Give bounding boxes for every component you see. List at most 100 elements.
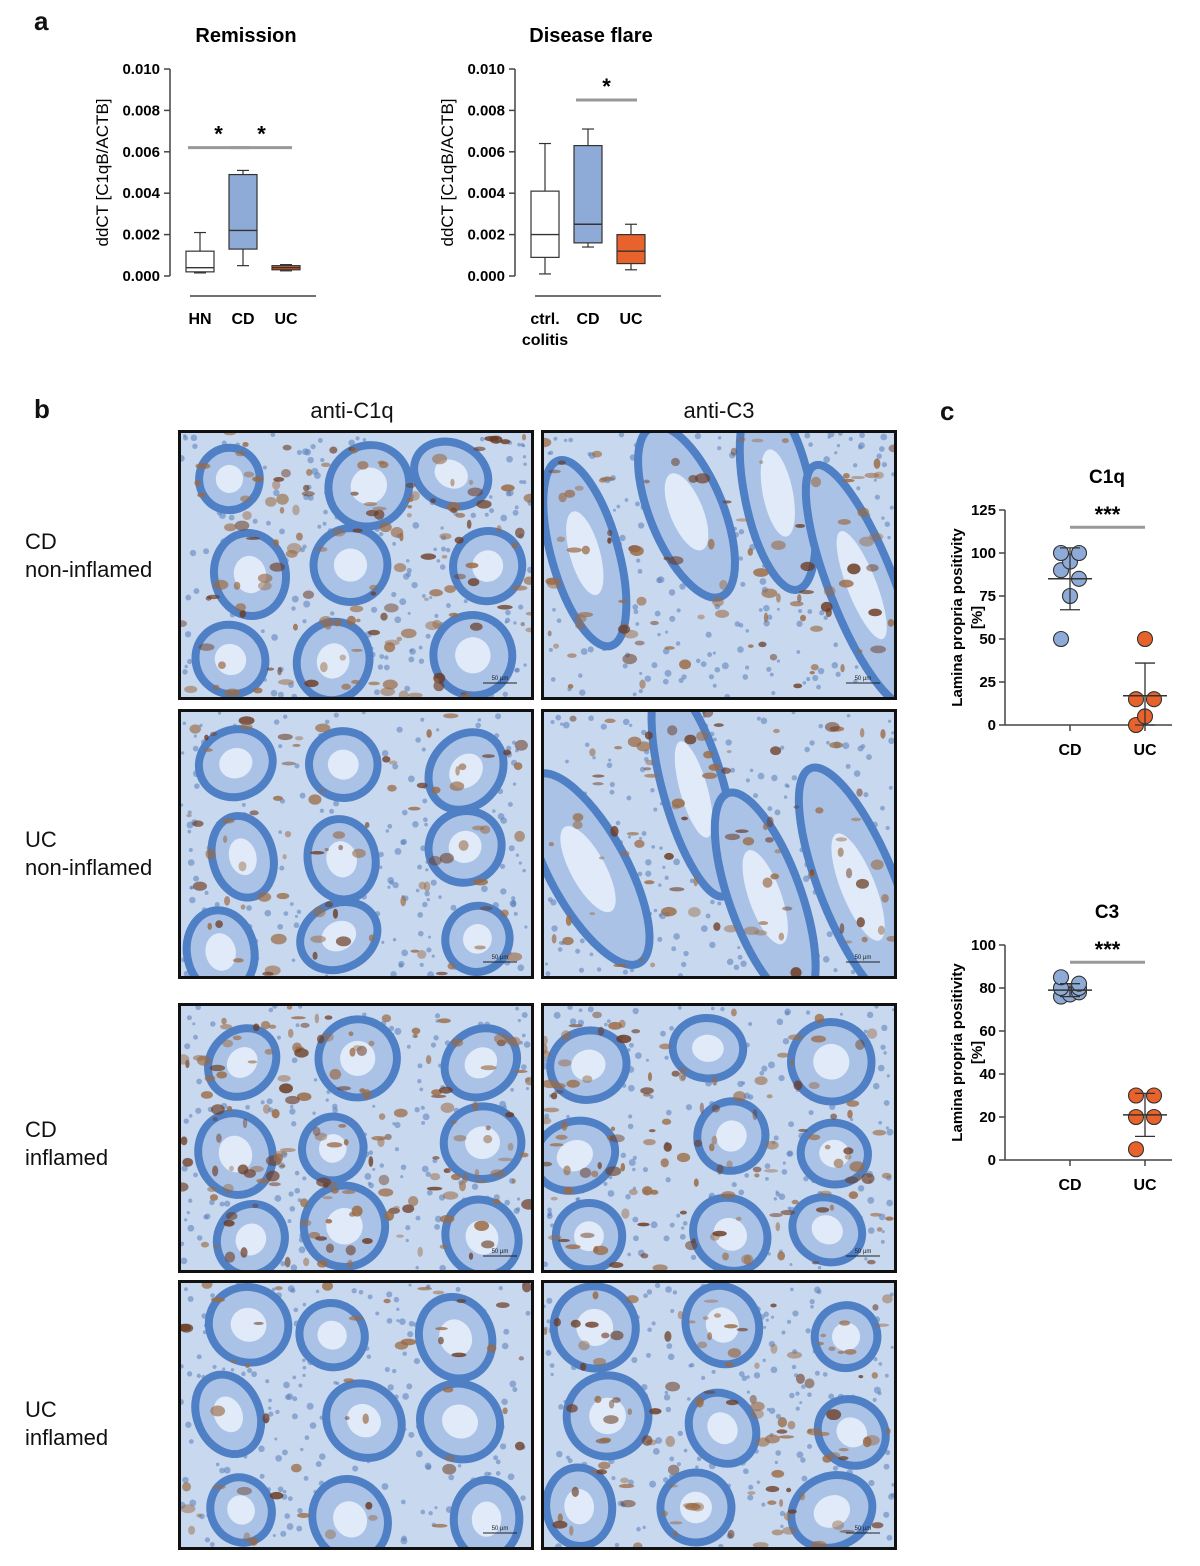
- stroma-cell: [319, 1453, 326, 1460]
- stain-spot: [592, 782, 604, 786]
- crypt: [441, 901, 514, 976]
- stroma-cell: [778, 1074, 785, 1082]
- stain-spot: [279, 507, 285, 514]
- stain-spot: [752, 1109, 758, 1121]
- stain-spot: [271, 1108, 280, 1119]
- stain-spot: [565, 915, 572, 926]
- stain-spot: [808, 1082, 820, 1089]
- stroma-cell: [286, 1393, 294, 1400]
- stroma-cell: [880, 433, 888, 441]
- stain-spot: [703, 1390, 716, 1394]
- stroma-cell: [222, 1367, 226, 1371]
- row-label-cd-non-inflamed: CD non-inflamed: [25, 528, 152, 584]
- stain-spot: [236, 1486, 252, 1496]
- stain-spot: [683, 1502, 699, 1509]
- stroma-cell: [522, 868, 526, 873]
- stroma-cell: [646, 1352, 651, 1358]
- stain-spot: [781, 438, 789, 444]
- stain-spot: [197, 492, 206, 498]
- stroma-cell: [557, 947, 563, 952]
- stroma-cell: [522, 455, 527, 459]
- stain-spot: [633, 1542, 643, 1547]
- stroma-cell: [396, 726, 403, 733]
- stroma-cell: [717, 901, 722, 906]
- stroma-cell: [888, 785, 893, 790]
- stroma-cell: [518, 861, 522, 865]
- stain-spot: [217, 661, 226, 670]
- stroma-cell: [470, 512, 476, 519]
- stroma-cell: [589, 952, 594, 957]
- stain-spot: [224, 523, 237, 532]
- stroma-cell: [709, 941, 716, 949]
- stroma-cell: [210, 1021, 216, 1027]
- stroma-cell: [506, 455, 513, 463]
- stroma-cell: [877, 1064, 885, 1072]
- stroma-cell: [502, 691, 508, 697]
- stain-spot: [664, 852, 674, 860]
- stain-spot: [622, 653, 638, 665]
- stroma-cell: [741, 1375, 748, 1382]
- stain-spot: [514, 1441, 525, 1451]
- stroma-cell: [434, 1013, 441, 1019]
- stain-spot: [548, 1234, 562, 1241]
- stain-spot: [570, 1319, 581, 1328]
- stain-spot: [558, 1059, 572, 1067]
- stroma-cell: [408, 1283, 412, 1287]
- stain-spot: [429, 589, 443, 597]
- stain-spot: [743, 926, 760, 935]
- y-tick-label: 0.004: [467, 185, 505, 202]
- stain-spot: [286, 1006, 293, 1010]
- stroma-cell: [627, 835, 632, 839]
- stroma-cell: [627, 1252, 631, 1257]
- stroma-cell: [493, 1455, 499, 1461]
- crypt: [710, 788, 820, 976]
- micrograph-uc-noninflamed-c3: 50 µm: [541, 709, 897, 979]
- stain-spot: [356, 1045, 367, 1057]
- stroma-cell: [333, 800, 340, 807]
- stain-spot: [631, 1029, 641, 1034]
- crypt: [209, 529, 290, 620]
- stroma-cell: [297, 1508, 303, 1514]
- stroma-cell: [643, 1293, 648, 1299]
- stroma-cell: [307, 456, 314, 464]
- stroma-cell: [387, 1384, 394, 1391]
- stroma-cell: [742, 674, 749, 680]
- stain-spot: [245, 536, 260, 540]
- stain-spot: [829, 741, 844, 749]
- stroma-cell: [738, 529, 745, 535]
- stroma-cell: [286, 1523, 294, 1530]
- stain-spot: [859, 727, 865, 738]
- stroma-cell: [768, 1061, 775, 1069]
- stain-spot: [200, 1091, 213, 1099]
- stroma-cell: [839, 1012, 843, 1016]
- stroma-cell: [883, 1100, 890, 1106]
- stain-spot: [840, 664, 845, 673]
- stroma-cell: [279, 865, 285, 871]
- stroma-cell: [192, 443, 198, 450]
- stain-spot: [235, 603, 247, 612]
- stroma-cell: [266, 1098, 273, 1105]
- stroma-cell: [302, 1365, 307, 1370]
- significance-star: ***: [1095, 937, 1121, 962]
- stain-spot: [426, 1186, 443, 1191]
- stroma-cell: [317, 524, 322, 529]
- stroma-cell: [422, 798, 428, 804]
- stain-spot: [566, 547, 582, 553]
- stroma-cell: [294, 1187, 301, 1194]
- stroma-cell: [886, 1074, 890, 1078]
- stain-spot: [575, 621, 586, 630]
- stroma-cell: [375, 1311, 380, 1316]
- stain-spot: [332, 908, 339, 919]
- stain-spot: [201, 1283, 213, 1289]
- stain-spot: [815, 1207, 830, 1213]
- stroma-cell: [379, 654, 385, 659]
- y-tick-label: 0.006: [122, 144, 160, 161]
- stroma-cell: [430, 1042, 437, 1048]
- stroma-cell: [760, 717, 768, 725]
- stroma-cell: [475, 722, 481, 729]
- stroma-cell: [832, 1465, 839, 1471]
- stain-spot: [723, 1324, 738, 1329]
- stroma-cell: [587, 1006, 594, 1013]
- stroma-cell: [632, 1216, 639, 1223]
